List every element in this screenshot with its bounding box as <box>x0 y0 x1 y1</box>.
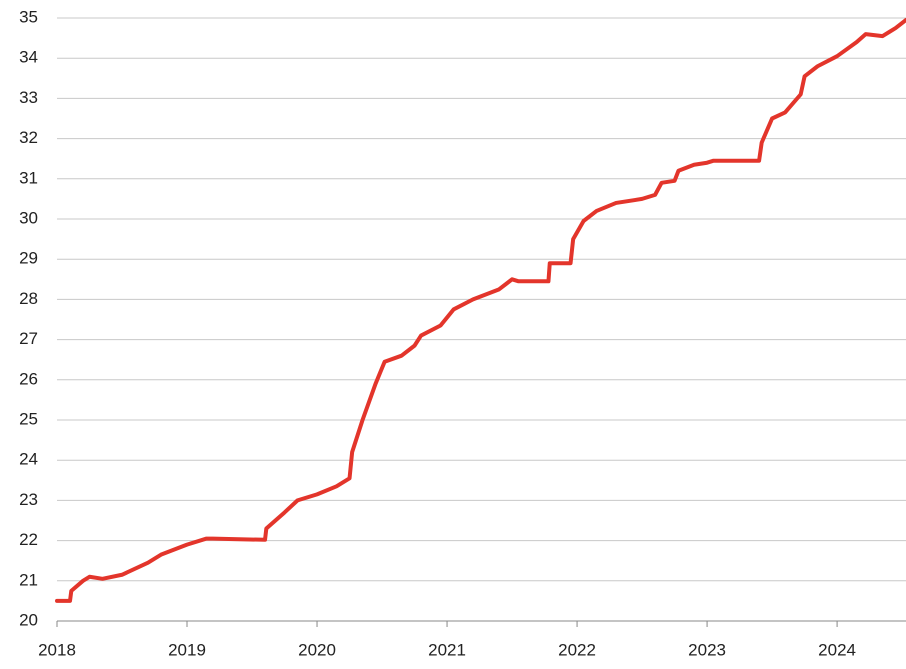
y-tick-label: 31 <box>19 168 38 187</box>
y-tick-label: 24 <box>19 450 38 469</box>
x-tick-label: 2018 <box>38 640 76 659</box>
y-tick-label: 22 <box>19 530 38 549</box>
line <box>55 18 906 603</box>
y-tick-label: 23 <box>19 490 38 509</box>
y-tick-label: 26 <box>19 369 38 388</box>
y-tick-label: 35 <box>19 7 38 26</box>
y-tick-label: 28 <box>19 289 38 308</box>
x-tick-label: 2024 <box>818 640 856 659</box>
x-tick-label: 2023 <box>688 640 726 659</box>
y-tick-label: 29 <box>19 249 38 268</box>
x-tick-label: 2022 <box>558 640 596 659</box>
x-tick-label: 2020 <box>298 640 336 659</box>
x-tick-label: 2019 <box>168 640 206 659</box>
y-tick-label: 33 <box>19 88 38 107</box>
y-tick-label: 21 <box>19 570 38 589</box>
y-tick-label: 27 <box>19 329 38 348</box>
y-tick-label: 25 <box>19 409 38 428</box>
y-tick-label: 20 <box>19 610 38 629</box>
y-tick-label: 30 <box>19 208 38 227</box>
x-tick-label: 2021 <box>428 640 466 659</box>
y-tick-label: 32 <box>19 128 38 147</box>
y-tick-label: 34 <box>19 48 38 67</box>
